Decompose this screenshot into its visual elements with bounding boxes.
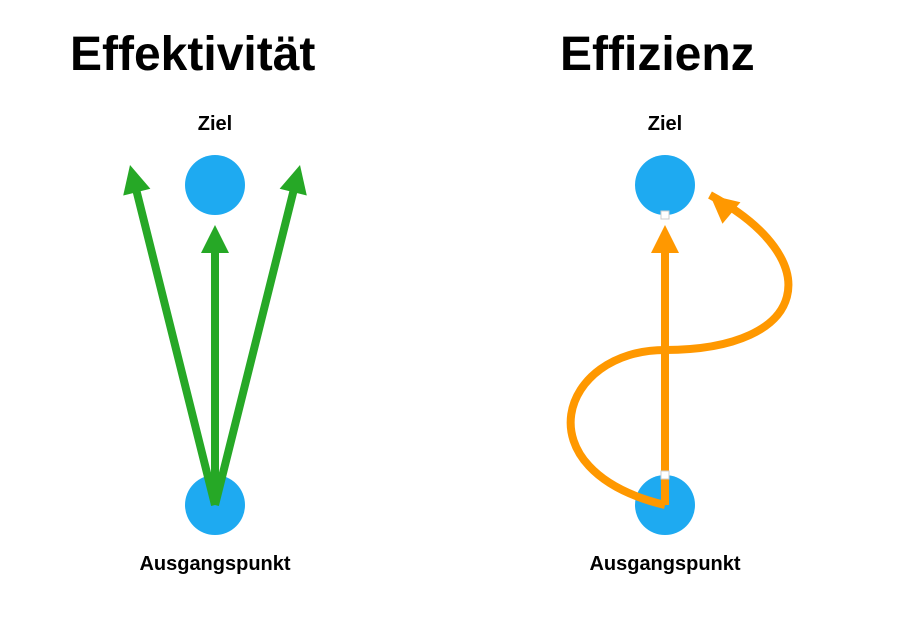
right-straight-arrow-head bbox=[651, 225, 679, 253]
left-heading: Effektivität bbox=[70, 28, 315, 81]
left-target-label: Ziel bbox=[198, 113, 232, 135]
left-arrow-2-head bbox=[280, 165, 307, 196]
left-source-label: Ausgangspunkt bbox=[139, 553, 290, 575]
left-target-node bbox=[185, 155, 245, 215]
right-curved-arrow-shaft bbox=[571, 195, 789, 505]
right-target-label: Ziel bbox=[648, 113, 682, 135]
right-endpoint-marker-bottom bbox=[661, 471, 669, 479]
right-source-label: Ausgangspunkt bbox=[589, 553, 740, 575]
left-arrow-2-shaft bbox=[215, 181, 296, 505]
left-arrow-1-head bbox=[201, 225, 229, 253]
left-arrow-0-head bbox=[123, 165, 150, 196]
right-target-node bbox=[635, 155, 695, 215]
right-endpoint-marker-top bbox=[661, 211, 669, 219]
left-arrow-0-shaft bbox=[134, 181, 215, 505]
right-heading: Effizienz bbox=[560, 28, 755, 81]
